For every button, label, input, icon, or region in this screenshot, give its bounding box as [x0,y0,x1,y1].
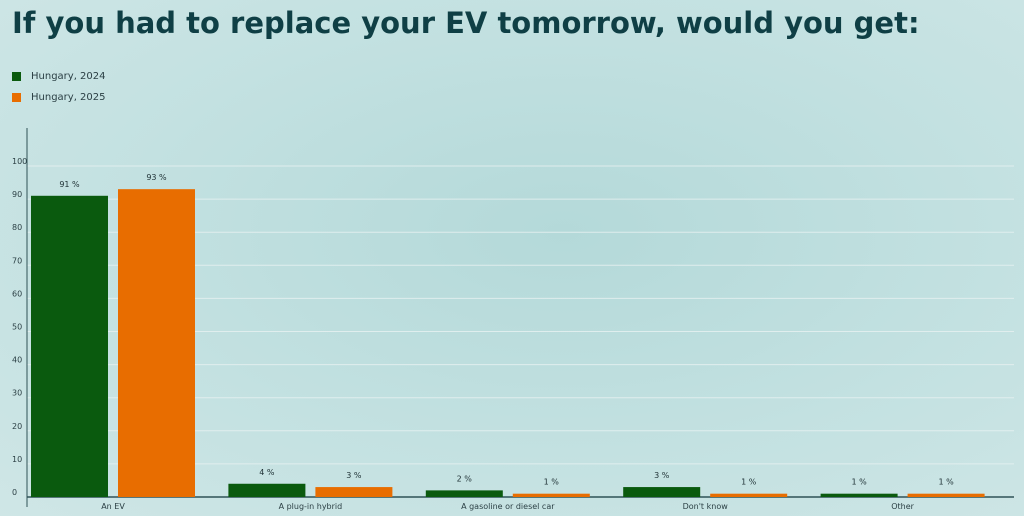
data-label: 2 % [457,474,473,483]
data-label: 91 % [59,180,80,189]
data-label: 4 % [259,468,275,477]
y-tick-label: 10 [12,455,22,464]
data-label: 3 % [654,471,670,480]
y-tick-label: 100 [12,157,27,166]
chart-title: If you had to replace your EV tomorrow, … [12,6,920,40]
bar-2024 [31,195,108,498]
x-tick-label: A plug-in hybrid [279,502,343,511]
legend-item-hungary-2024[interactable]: Hungary, 2024 [12,66,106,87]
data-label: 1 % [741,478,757,487]
legend-label-2025: Hungary, 2025 [31,92,106,103]
data-label: 1 % [544,478,560,487]
bar-2025 [907,493,985,497]
legend-label-2024: Hungary, 2024 [31,71,106,82]
bar-2025 [710,493,788,497]
data-label: 3 % [346,471,362,480]
y-tick-label: 70 [12,256,22,265]
bar-2024 [820,493,898,497]
data-label: 93 % [146,173,167,182]
y-tick-label: 90 [12,190,22,199]
legend-swatch-2025 [12,93,21,102]
x-tick-label: Don't know [683,502,729,511]
data-label: 1 % [851,478,867,487]
y-tick-label: 50 [12,323,22,332]
data-label: 1 % [938,478,954,487]
bar-2024 [623,487,701,497]
y-tick-label: 0 [12,488,17,497]
y-tick-label: 80 [12,223,22,232]
legend-item-hungary-2025[interactable]: Hungary, 2025 [12,87,106,108]
y-tick-label: 60 [12,289,22,298]
legend-swatch-2024 [12,72,21,81]
y-tick-label: 20 [12,422,22,431]
bar-2024 [228,483,306,497]
x-tick-label: A gasoline or diesel car [461,502,555,511]
y-tick-label: 30 [12,389,22,398]
y-tick-label: 40 [12,356,22,365]
bar-2025 [315,487,393,497]
legend: Hungary, 2024 Hungary, 2025 [12,66,106,108]
bar-2024 [425,490,503,497]
bar-2025 [118,189,195,498]
x-tick-label: An EV [101,502,125,511]
bar-2025 [512,493,590,497]
x-tick-label: Other [891,502,914,511]
